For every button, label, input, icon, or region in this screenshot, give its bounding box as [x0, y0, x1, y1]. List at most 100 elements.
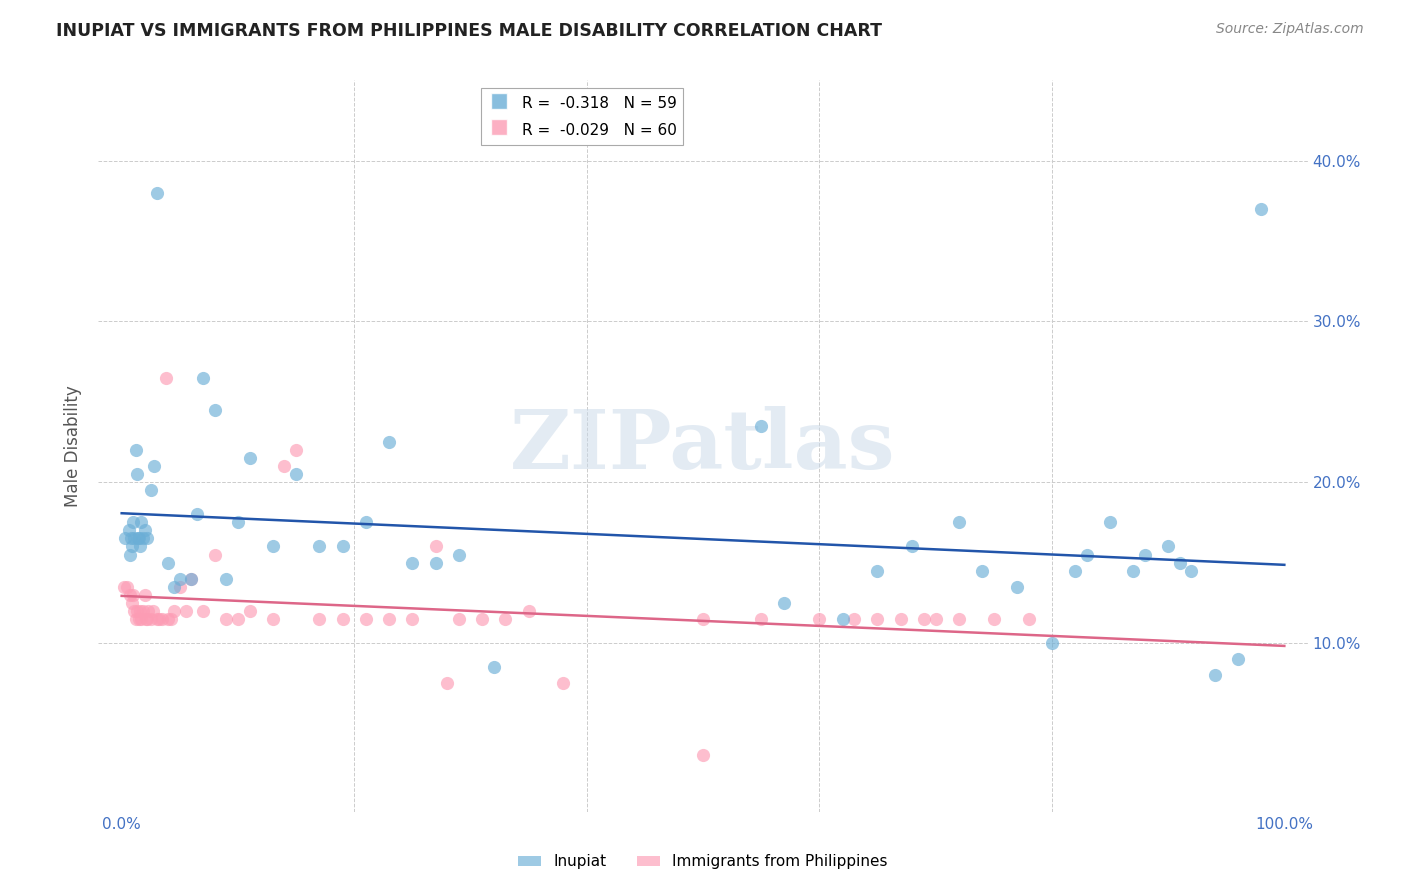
Point: [890, 612, 912, 626]
Point: [169, 580, 191, 594]
Point: [139, 612, 162, 626]
Point: [145, 186, 167, 200]
Point: [174, 604, 197, 618]
Point: [447, 548, 470, 562]
Legend: R =  -0.318   N = 59, R =  -0.029   N = 60: R = -0.318 N = 59, R = -0.029 N = 60: [481, 88, 683, 145]
Point: [262, 540, 284, 554]
Point: [191, 604, 214, 618]
Legend: Inupiat, Immigrants from Philippines: Inupiat, Immigrants from Philippines: [512, 848, 894, 875]
Point: [773, 596, 796, 610]
Text: Source: ZipAtlas.com: Source: ZipAtlas.com: [1216, 22, 1364, 37]
Point: [425, 556, 447, 570]
Point: [1040, 636, 1063, 650]
Point: [157, 556, 180, 570]
Point: [948, 516, 970, 530]
Point: [180, 572, 202, 586]
Point: [494, 612, 516, 626]
Point: [239, 451, 262, 466]
Point: [692, 748, 714, 763]
Point: [159, 612, 181, 626]
Point: [180, 572, 202, 586]
Point: [1250, 202, 1272, 216]
Point: [191, 370, 214, 384]
Point: [136, 532, 159, 546]
Point: [808, 612, 831, 626]
Point: [436, 676, 458, 690]
Point: [285, 443, 308, 458]
Point: [1064, 564, 1087, 578]
Point: [215, 572, 238, 586]
Point: [131, 604, 153, 618]
Point: [134, 524, 156, 538]
Point: [120, 532, 142, 546]
Point: [354, 612, 377, 626]
Point: [401, 556, 423, 570]
Point: [122, 588, 145, 602]
Point: [118, 548, 141, 562]
Point: [131, 612, 153, 626]
Point: [169, 572, 191, 586]
Point: [131, 516, 153, 530]
Point: [215, 612, 238, 626]
Point: [204, 402, 226, 417]
Point: [129, 604, 152, 618]
Point: [118, 588, 141, 602]
Point: [332, 612, 354, 626]
Point: [378, 612, 401, 626]
Point: [447, 612, 470, 626]
Point: [128, 612, 150, 626]
Point: [122, 516, 145, 530]
Point: [138, 604, 160, 618]
Point: [1226, 652, 1249, 666]
Point: [692, 612, 714, 626]
Point: [425, 540, 447, 554]
Point: [135, 612, 157, 626]
Point: [1204, 668, 1226, 682]
Point: [401, 612, 423, 626]
Point: [127, 532, 149, 546]
Point: [117, 580, 139, 594]
Point: [142, 604, 165, 618]
Point: [948, 612, 970, 626]
Point: [983, 612, 1005, 626]
Point: [163, 604, 186, 618]
Point: [308, 540, 330, 554]
Point: [1098, 516, 1121, 530]
Point: [155, 370, 177, 384]
Point: [136, 612, 159, 626]
Point: [157, 612, 180, 626]
Point: [378, 434, 401, 449]
Point: [1157, 540, 1180, 554]
Point: [1018, 612, 1040, 626]
Point: [163, 580, 186, 594]
Point: [150, 612, 173, 626]
Point: [121, 596, 143, 610]
Point: [112, 580, 135, 594]
Point: [482, 660, 505, 674]
Text: INUPIAT VS IMMIGRANTS FROM PHILIPPINES MALE DISABILITY CORRELATION CHART: INUPIAT VS IMMIGRANTS FROM PHILIPPINES M…: [56, 22, 882, 40]
Point: [471, 612, 494, 626]
Point: [1180, 564, 1202, 578]
Point: [553, 676, 575, 690]
Point: [139, 483, 162, 498]
Text: ZIPatlas: ZIPatlas: [510, 406, 896, 486]
Point: [970, 564, 993, 578]
Point: [143, 459, 166, 474]
Point: [517, 604, 540, 618]
Point: [226, 612, 249, 626]
Point: [118, 524, 141, 538]
Point: [1076, 548, 1098, 562]
Point: [285, 467, 308, 482]
Point: [125, 604, 148, 618]
Point: [1122, 564, 1144, 578]
Point: [308, 612, 330, 626]
Point: [912, 612, 935, 626]
Point: [124, 612, 146, 626]
Point: [844, 612, 866, 626]
Point: [1133, 548, 1156, 562]
Point: [131, 532, 153, 546]
Point: [239, 604, 262, 618]
Point: [128, 532, 150, 546]
Point: [1005, 580, 1028, 594]
Point: [204, 548, 226, 562]
